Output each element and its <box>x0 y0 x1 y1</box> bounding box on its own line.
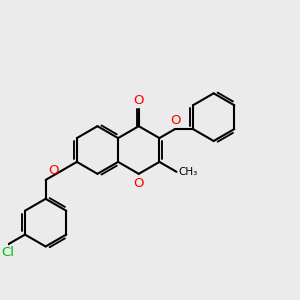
Text: CH₃: CH₃ <box>178 167 197 177</box>
Text: O: O <box>49 164 59 177</box>
Text: O: O <box>170 114 181 127</box>
Text: Cl: Cl <box>2 246 14 259</box>
Text: O: O <box>134 94 144 107</box>
Text: O: O <box>134 177 144 190</box>
